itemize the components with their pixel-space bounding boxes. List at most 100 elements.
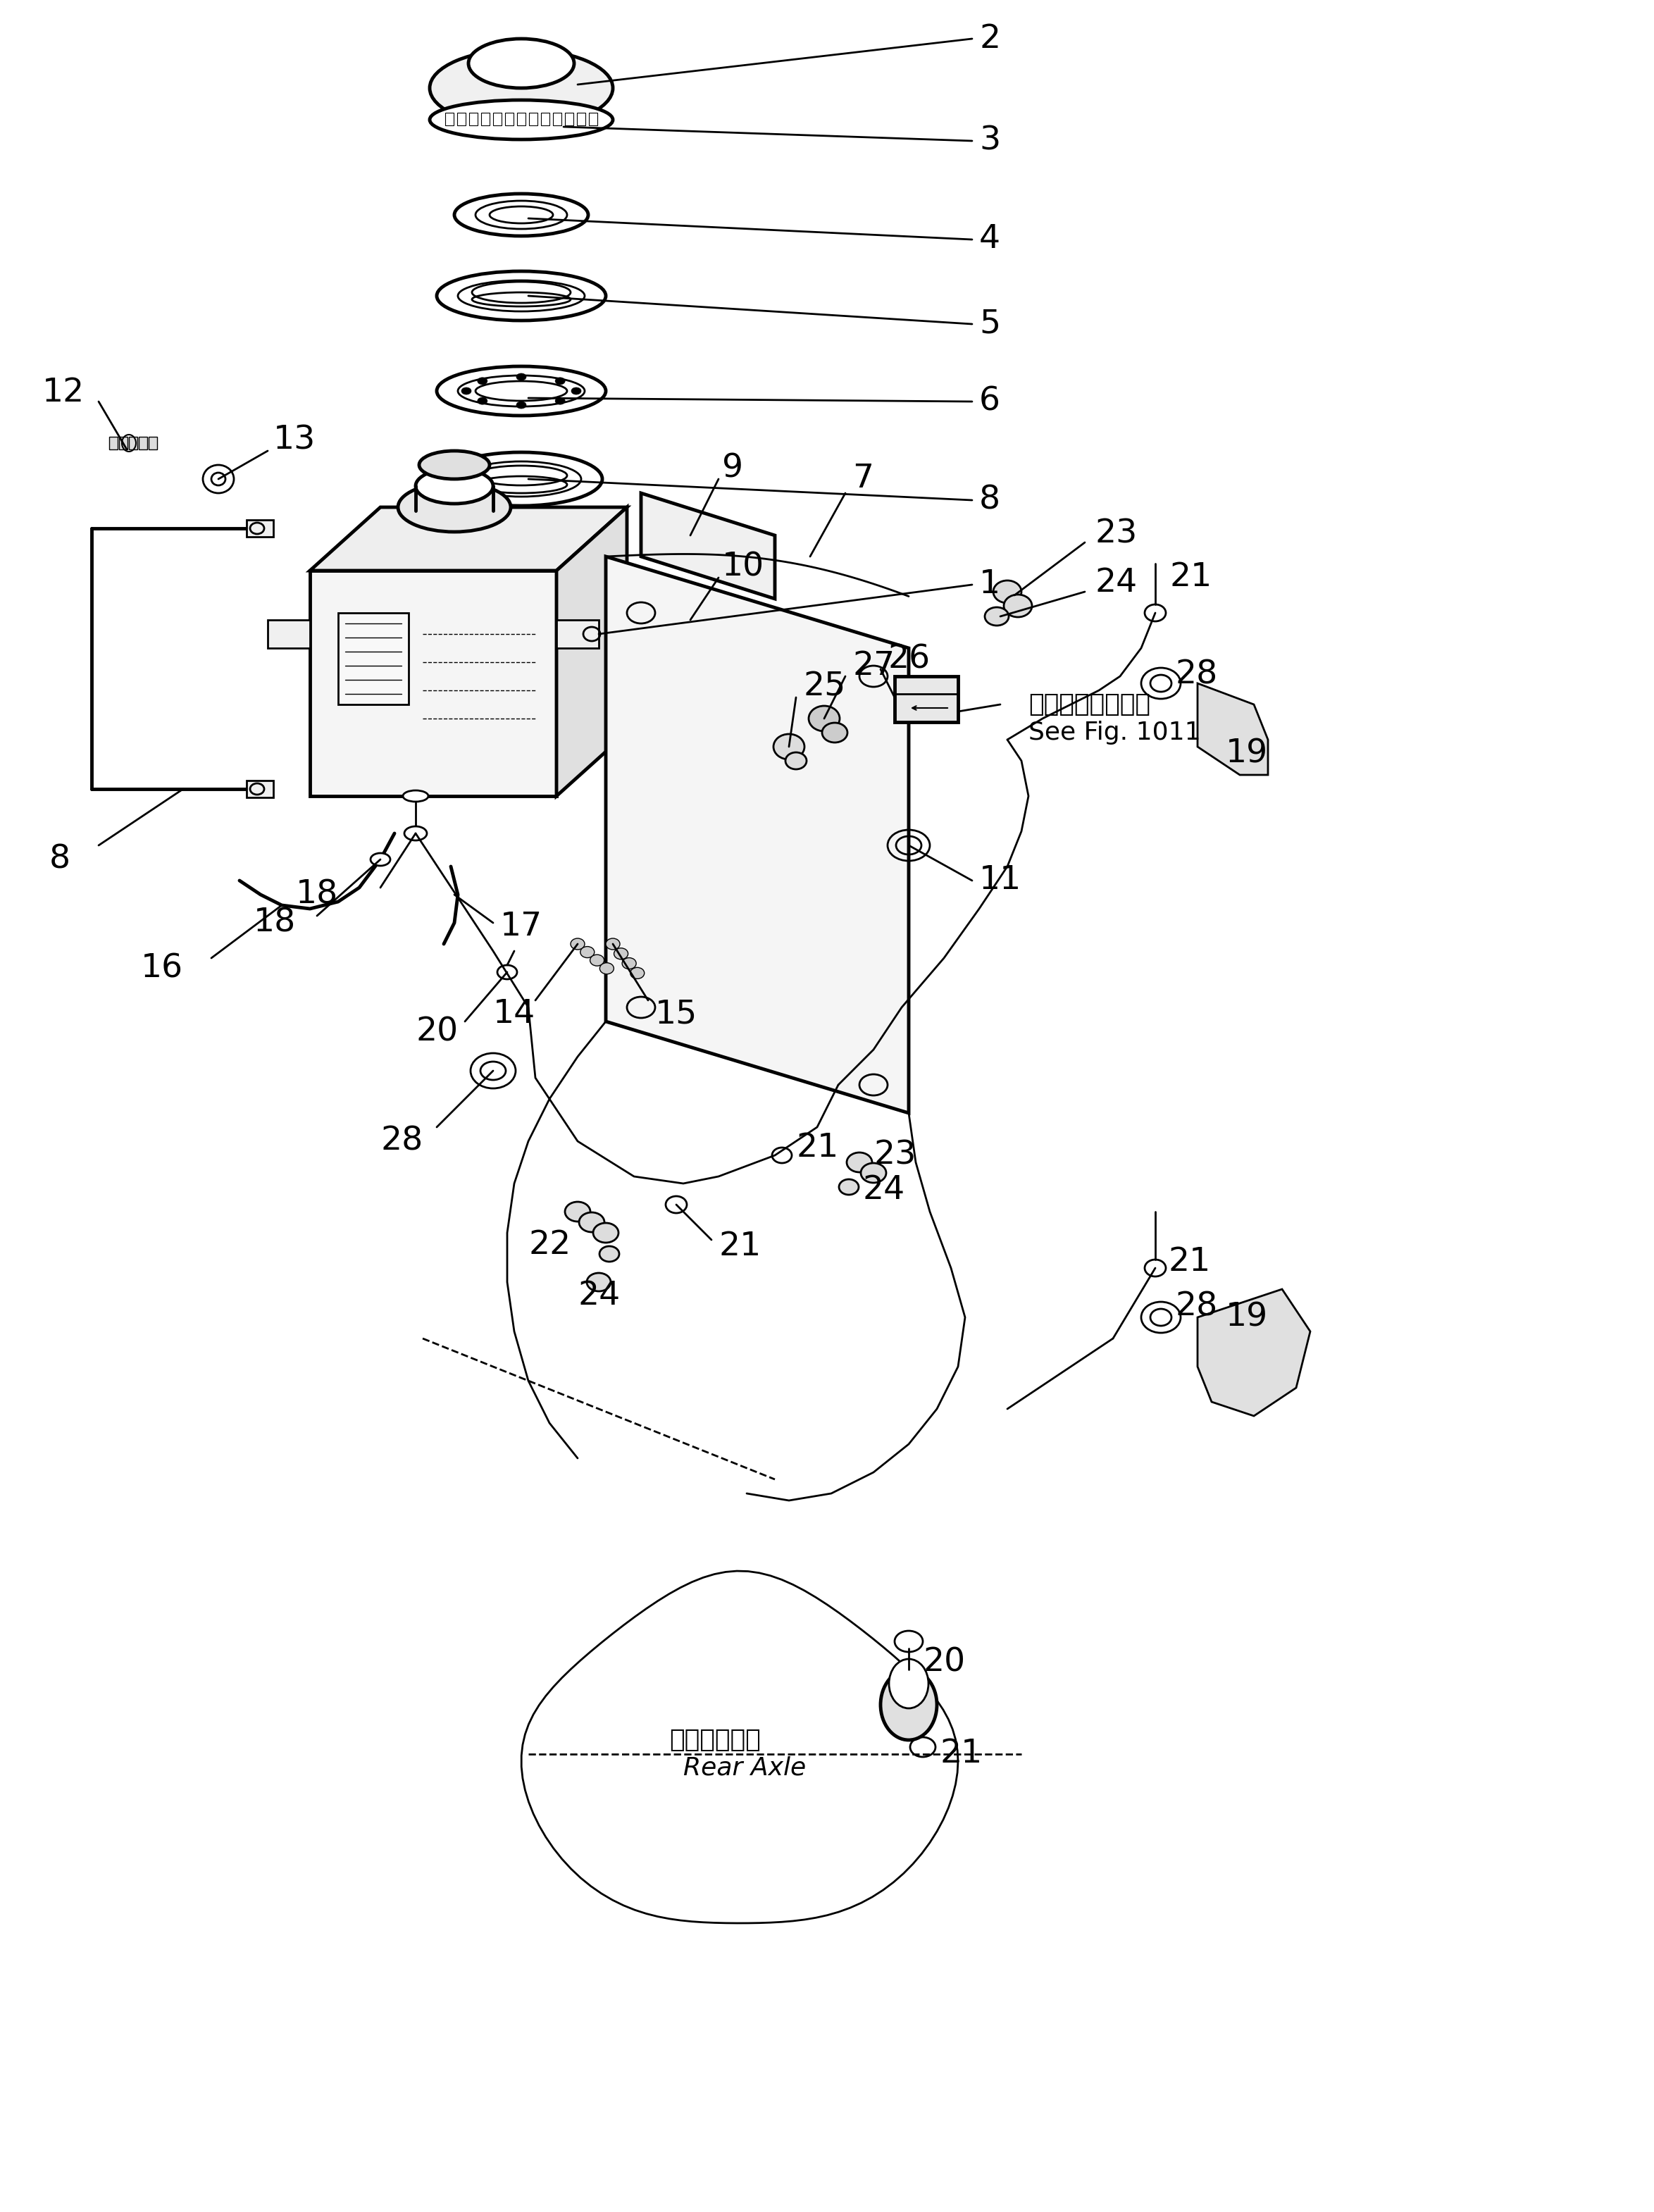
- Text: 24: 24: [1095, 568, 1138, 599]
- Ellipse shape: [581, 947, 594, 958]
- Ellipse shape: [516, 403, 526, 409]
- Bar: [457, 113, 466, 126]
- Ellipse shape: [203, 465, 233, 493]
- Ellipse shape: [458, 376, 584, 407]
- Text: 19: 19: [1226, 739, 1269, 770]
- Ellipse shape: [458, 281, 584, 312]
- Text: 21: 21: [796, 1133, 839, 1164]
- Ellipse shape: [888, 1659, 928, 1708]
- Bar: [337, 613, 409, 703]
- Ellipse shape: [809, 706, 840, 732]
- Text: 8: 8: [50, 843, 71, 876]
- Bar: [493, 113, 501, 126]
- Ellipse shape: [370, 854, 390, 865]
- Ellipse shape: [590, 956, 604, 967]
- Ellipse shape: [630, 967, 645, 978]
- Ellipse shape: [399, 482, 511, 531]
- Bar: [504, 113, 513, 126]
- Ellipse shape: [475, 201, 567, 230]
- Ellipse shape: [822, 723, 847, 743]
- Bar: [139, 436, 147, 449]
- Text: 23: 23: [1095, 518, 1138, 551]
- Bar: [246, 781, 273, 799]
- Text: Rear Axle: Rear Axle: [683, 1756, 805, 1781]
- Text: 22: 22: [528, 1230, 571, 1261]
- Bar: [119, 436, 127, 449]
- Bar: [589, 113, 597, 126]
- Text: 24: 24: [577, 1281, 620, 1312]
- Bar: [268, 619, 309, 648]
- Text: See Fig. 1011: See Fig. 1011: [1029, 721, 1201, 745]
- Bar: [470, 113, 478, 126]
- Polygon shape: [1197, 1290, 1310, 1416]
- Text: 12: 12: [43, 378, 84, 409]
- Bar: [895, 677, 958, 721]
- Text: 16: 16: [141, 953, 184, 984]
- Text: 1: 1: [979, 568, 1001, 599]
- Text: 18: 18: [253, 907, 296, 938]
- Text: 3: 3: [979, 126, 1001, 157]
- Ellipse shape: [594, 1223, 619, 1243]
- Ellipse shape: [556, 378, 566, 385]
- Ellipse shape: [556, 398, 566, 405]
- Ellipse shape: [478, 398, 488, 405]
- Text: 25: 25: [804, 670, 845, 703]
- Polygon shape: [605, 557, 908, 1113]
- Text: 15: 15: [655, 998, 698, 1031]
- Ellipse shape: [404, 790, 428, 801]
- Ellipse shape: [430, 100, 614, 139]
- Text: 第１０１１図参照: 第１０１１図参照: [1029, 692, 1150, 717]
- Ellipse shape: [437, 272, 605, 321]
- Ellipse shape: [847, 1152, 872, 1172]
- Text: リヤアクスル: リヤアクスル: [670, 1728, 761, 1752]
- Text: 17: 17: [500, 911, 543, 942]
- Ellipse shape: [605, 938, 620, 949]
- Ellipse shape: [614, 949, 629, 960]
- Text: 26: 26: [888, 644, 930, 675]
- Bar: [529, 113, 538, 126]
- Bar: [556, 619, 599, 648]
- Polygon shape: [642, 493, 774, 599]
- Bar: [109, 436, 117, 449]
- Ellipse shape: [599, 1245, 619, 1261]
- Text: 21: 21: [941, 1739, 982, 1770]
- Bar: [541, 113, 549, 126]
- Ellipse shape: [587, 1272, 610, 1292]
- Ellipse shape: [880, 1670, 936, 1741]
- Ellipse shape: [984, 608, 1009, 626]
- Ellipse shape: [516, 374, 526, 380]
- Text: 21: 21: [1169, 562, 1212, 593]
- Text: 14: 14: [493, 998, 536, 1031]
- Text: 5: 5: [979, 307, 1001, 341]
- Ellipse shape: [478, 378, 488, 385]
- Text: 4: 4: [979, 223, 1001, 254]
- Ellipse shape: [566, 1201, 590, 1221]
- Bar: [566, 113, 574, 126]
- Ellipse shape: [622, 958, 637, 969]
- Text: 10: 10: [723, 551, 764, 584]
- Text: 18: 18: [296, 878, 339, 911]
- Bar: [577, 113, 586, 126]
- Text: 27: 27: [852, 650, 895, 681]
- Ellipse shape: [415, 469, 493, 504]
- Ellipse shape: [600, 962, 614, 973]
- Text: 20: 20: [923, 1646, 966, 1679]
- Polygon shape: [309, 571, 556, 796]
- Ellipse shape: [440, 451, 602, 507]
- Ellipse shape: [468, 40, 574, 88]
- Ellipse shape: [212, 473, 225, 484]
- Text: 28: 28: [380, 1126, 423, 1157]
- Polygon shape: [556, 507, 627, 796]
- Ellipse shape: [418, 451, 490, 480]
- Text: 19: 19: [1226, 1301, 1269, 1334]
- Ellipse shape: [1004, 595, 1032, 617]
- Text: 23: 23: [873, 1139, 916, 1170]
- Text: 8: 8: [979, 484, 1001, 515]
- Polygon shape: [642, 602, 774, 748]
- Text: 6: 6: [979, 385, 1001, 418]
- Ellipse shape: [860, 1164, 887, 1183]
- Bar: [518, 113, 526, 126]
- Ellipse shape: [571, 387, 581, 394]
- Bar: [481, 113, 490, 126]
- Ellipse shape: [994, 580, 1022, 604]
